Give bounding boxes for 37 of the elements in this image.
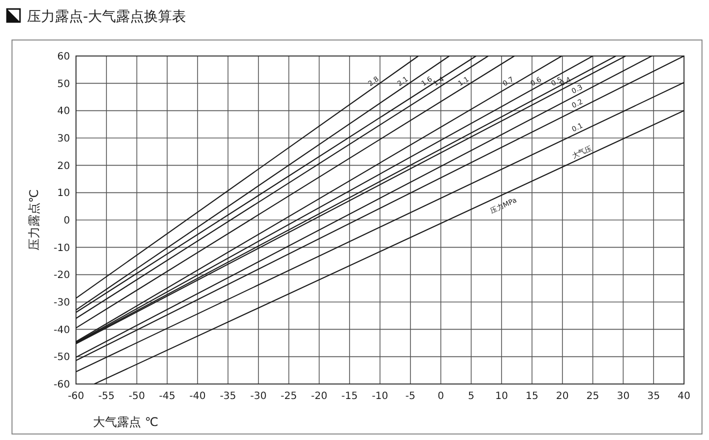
x-tick-label: -60 (68, 391, 84, 402)
x-tick-label: -10 (372, 391, 388, 402)
y-tick-label: 50 (57, 78, 70, 90)
y-tick-label: -30 (54, 298, 70, 308)
y-tick-label: -60 (54, 380, 70, 390)
y-tick-label: 0 (64, 216, 70, 226)
x-tick-label: 5 (468, 391, 474, 402)
y-tick-label: -40 (54, 324, 70, 336)
y-tick-label: -20 (54, 270, 70, 282)
x-tick-label: -50 (128, 391, 145, 402)
x-tick-label: -35 (220, 391, 236, 402)
x-tick-label: -15 (341, 391, 358, 402)
y-axis-title: 压力露点℃ (27, 189, 41, 251)
y-tick-label: -50 (54, 352, 70, 364)
x-tick-label: 30 (616, 391, 630, 402)
y-tick-label: 40 (57, 106, 70, 118)
x-tick-label: -45 (159, 391, 176, 402)
chart-title: 压力露点-大气露点换算表 (27, 9, 186, 25)
x-tick-label: -25 (280, 391, 297, 402)
x-tick-label: -40 (189, 391, 206, 402)
x-tick-label: 25 (586, 391, 600, 402)
y-tick-label: 60 (57, 52, 70, 62)
x-tick-label: -55 (98, 391, 115, 402)
x-tick-label: 0 (438, 391, 444, 402)
x-tick-label: 35 (647, 391, 660, 402)
x-tick-label: -30 (250, 391, 267, 402)
x-tick-label: -5 (405, 391, 416, 402)
y-tick-label: 10 (57, 188, 70, 200)
x-tick-label: -20 (311, 391, 328, 402)
x-tick-label: 20 (556, 391, 569, 402)
x-tick-label: 15 (526, 391, 538, 402)
x-axis-title: 大气露点 ℃ (93, 415, 158, 429)
y-tick-label: 30 (57, 134, 70, 144)
y-tick-label: -10 (54, 242, 70, 254)
y-tick-label: 20 (57, 160, 70, 172)
x-tick-label: 40 (678, 391, 690, 402)
x-tick-label: 10 (495, 391, 508, 402)
